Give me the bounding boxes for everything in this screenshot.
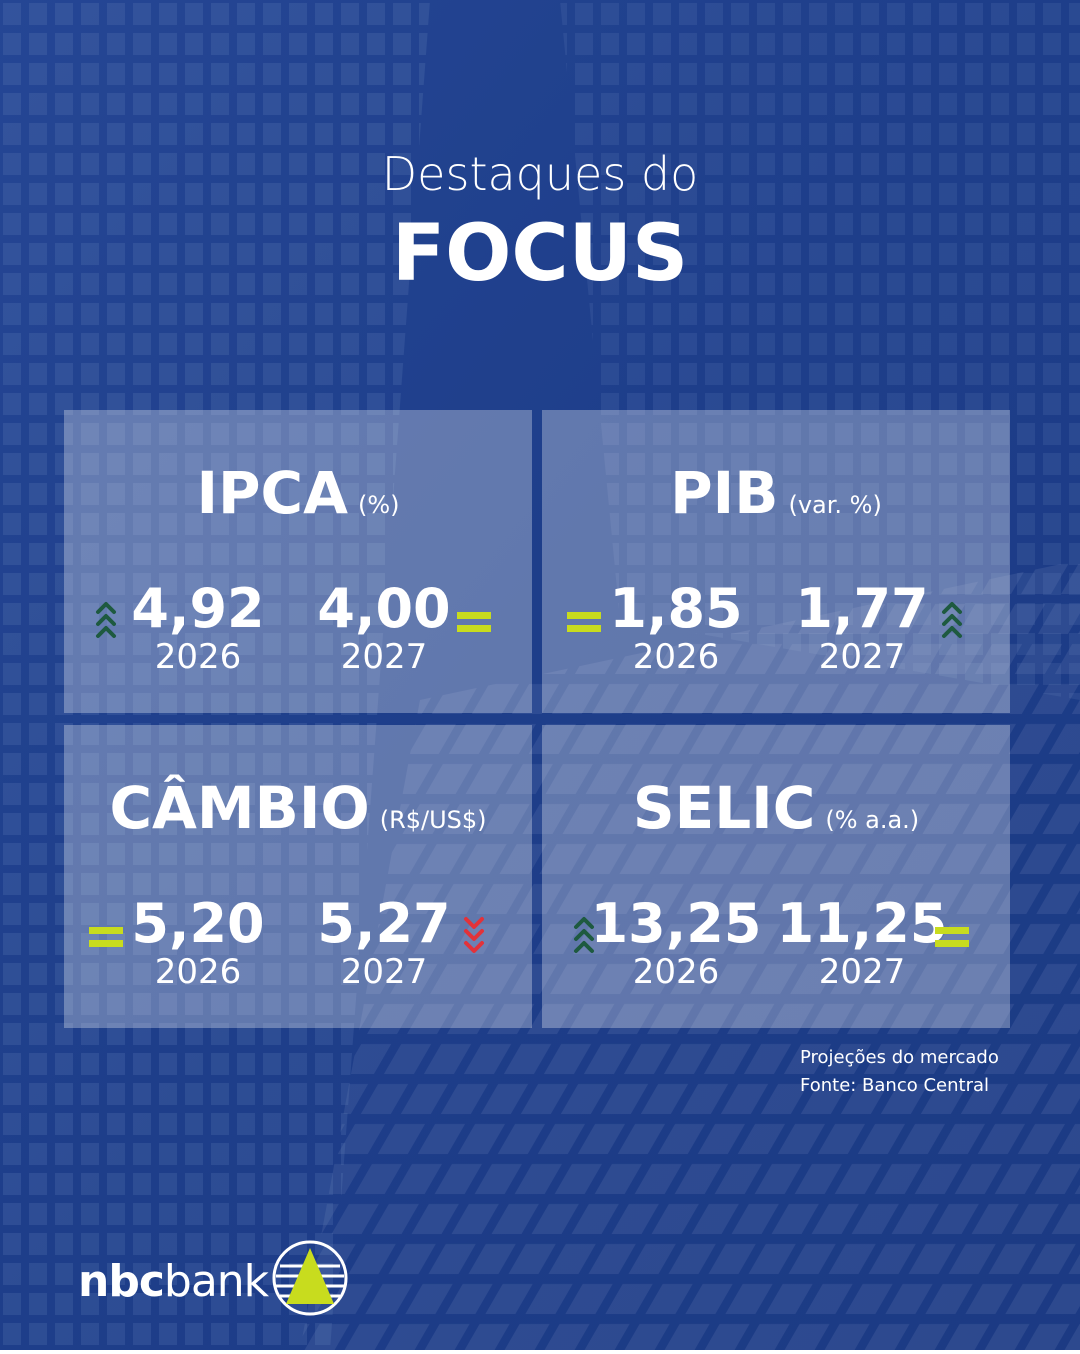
equal-bar — [935, 940, 969, 947]
chevron — [464, 917, 484, 929]
chevron — [574, 917, 594, 929]
trend-icon — [574, 917, 594, 953]
chevron — [942, 602, 962, 614]
card-year: 2026 — [633, 637, 720, 677]
building-grid — [300, 560, 1080, 1350]
card-unit: (R$/US$) — [380, 806, 487, 834]
chevron — [96, 626, 116, 638]
equal-bar — [89, 940, 123, 947]
chevron — [464, 941, 484, 953]
card-value: 4,00 — [317, 577, 450, 640]
card-unit: (var. %) — [788, 491, 881, 519]
card-title: CÂMBIO — [109, 773, 369, 842]
card-year: 2027 — [341, 637, 428, 677]
card-value: 1,77 — [795, 577, 928, 640]
trend-icon — [942, 602, 962, 638]
card-year: 2026 — [155, 952, 242, 992]
logo-bold: nbc — [78, 1256, 164, 1307]
card-heading: PIB (var. %) — [670, 459, 882, 527]
card-value: 4,92 — [131, 577, 264, 640]
card-year: 2027 — [819, 637, 906, 677]
card-value: 11,25 — [777, 892, 948, 955]
trend-icon — [89, 927, 123, 947]
card-heading: IPCA (%) — [196, 459, 399, 527]
card-unit: (%) — [358, 491, 400, 519]
title-line1: Destaques do — [382, 147, 699, 201]
card-value: 13,25 — [591, 892, 762, 955]
trend-icon — [567, 612, 601, 632]
chevron — [96, 602, 116, 614]
card-bg — [542, 725, 1010, 1028]
card-value: 5,27 — [317, 892, 450, 955]
card-value: 1,85 — [609, 577, 742, 640]
chevron — [942, 614, 962, 626]
card-year: 2026 — [155, 637, 242, 677]
equal-bar — [457, 625, 491, 632]
trend-icon — [464, 917, 484, 953]
card-bg — [64, 410, 532, 713]
chevron — [942, 626, 962, 638]
card-year: 2027 — [819, 952, 906, 992]
chevron — [464, 929, 484, 941]
logo-text: nbcbank — [78, 1256, 270, 1307]
card-unit: (% a.a.) — [825, 806, 919, 834]
equal-bar — [567, 625, 601, 632]
card-year: 2027 — [341, 952, 428, 992]
card-heading: SELIC (% a.a.) — [633, 774, 919, 842]
building-right — [560, 0, 1080, 700]
footnote-line2: Fonte: Banco Central — [800, 1075, 989, 1096]
chevron — [96, 614, 116, 626]
card-title: SELIC — [633, 774, 816, 842]
footnote-line1: Projeções do mercado — [800, 1047, 999, 1068]
logo-regular: bank — [164, 1256, 270, 1307]
card-title: IPCA — [196, 459, 348, 527]
trend-icon — [457, 612, 491, 632]
equal-bar — [457, 612, 491, 619]
trend-icon — [935, 927, 969, 947]
title-line2: FOCUS — [392, 209, 688, 299]
logo-mark — [272, 1240, 348, 1316]
card-bg — [64, 725, 532, 1028]
equal-bar — [935, 927, 969, 934]
card-value: 5,20 — [131, 892, 264, 955]
trend-icon — [96, 602, 116, 638]
building-left — [0, 0, 430, 1350]
chevron — [574, 929, 594, 941]
card-title: PIB — [670, 459, 778, 527]
card-year: 2026 — [633, 952, 720, 992]
card-bg — [542, 410, 1010, 713]
equal-bar — [89, 927, 123, 934]
card-heading: CÂMBIO (R$/US$) — [109, 773, 486, 842]
equal-bar — [567, 612, 601, 619]
chevron — [574, 941, 594, 953]
